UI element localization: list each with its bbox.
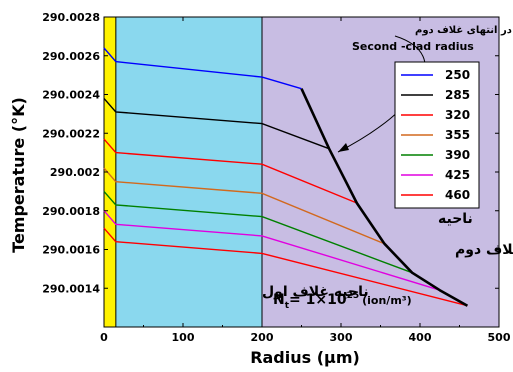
y-tick-label: 290.0014	[42, 282, 100, 295]
annotation-arrowhead	[338, 143, 349, 152]
series-line-320	[103, 138, 358, 204]
x-axis-title: Radius (μm)	[250, 348, 360, 367]
series-line-285	[103, 97, 330, 150]
y-tick-label: 290.0024	[42, 89, 100, 102]
series-line-390	[103, 190, 413, 274]
y-tick-label: 290.0018	[42, 205, 100, 218]
legend-label-425: 425	[445, 168, 470, 182]
x-tick-label: 100	[172, 331, 195, 344]
series-line-425	[103, 210, 441, 291]
y-tick-label: 290.002	[50, 166, 100, 179]
legend: 250 285 320 355 390 425 460	[394, 61, 480, 209]
legend-label-320: 320	[445, 108, 470, 122]
svg-text:Nt= 1×1025(ion/m³): Nt= 1×1025 (ion/m³)	[273, 291, 412, 311]
series-line-250	[103, 47, 302, 90]
legend-title: Second -clad radius	[352, 40, 474, 53]
envelope-curve	[300, 88, 469, 307]
series-line-355	[103, 167, 385, 245]
x-tick-label: 300	[330, 331, 353, 344]
concentration-label: Nt= 1×1025 (ion/m³)	[273, 291, 412, 311]
y-tick-label: 290.0026	[42, 50, 100, 63]
legend-label-355: 355	[445, 128, 470, 142]
x-tick-label: 200	[251, 331, 274, 344]
region-core	[104, 17, 116, 327]
envelope-annotation: پوش تغییرات دما در انتهای غلاف دوم	[415, 25, 513, 36]
nt-subscript: t	[285, 301, 290, 311]
envelope-line	[300, 88, 469, 307]
y-axis-title: Temperature (°K)	[9, 97, 28, 253]
nt-equation: = 1×10	[289, 292, 347, 308]
legend-label-460: 460	[445, 188, 470, 202]
y-tick-label: 290.0028	[42, 11, 100, 24]
nt-symbol: N	[273, 292, 285, 308]
x-tick-label: 500	[488, 331, 511, 344]
nt-exponent: 25	[347, 291, 360, 301]
legend-label-390: 390	[445, 148, 470, 162]
nt-unit: (ion/m³)	[362, 294, 412, 307]
first-clad-region-label: ناحیه غلاف اول	[262, 284, 369, 300]
series-lines	[103, 47, 468, 307]
legend-label-285: 285	[445, 88, 470, 102]
y-tick-label: 290.0016	[42, 244, 100, 257]
legend-label-250: 250	[445, 68, 470, 82]
x-tick-label: 0	[100, 331, 108, 344]
y-tick-label: 290.0022	[42, 127, 100, 140]
series-line-460	[103, 227, 468, 307]
y-tick-labels: 290.0014 290.0016 290.0018 290.002 290.0022 2…	[42, 11, 499, 295]
second-clad-region-label-line1: ناحیه	[438, 211, 473, 227]
second-clad-region-label-line2: غلاف دوم	[455, 242, 513, 258]
x-tick-labels: 0 100 200 300 400 500	[100, 17, 511, 344]
x-tick-label: 400	[409, 331, 432, 344]
